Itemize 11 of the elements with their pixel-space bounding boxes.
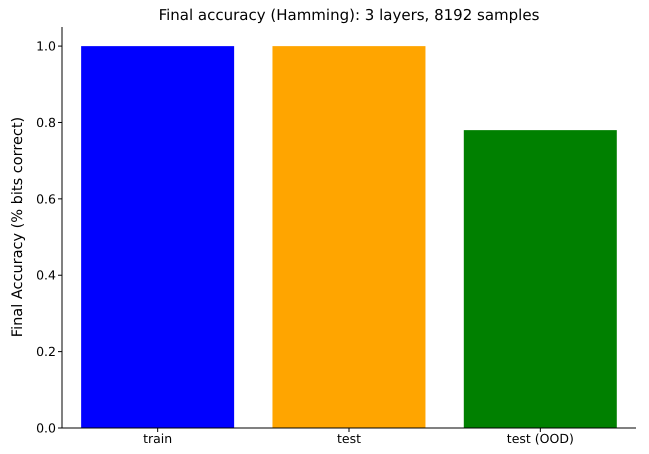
y-tick-label: 0.2	[36, 344, 56, 360]
x-tick-label: test	[336, 430, 362, 446]
y-tick-label: 0.8	[36, 114, 56, 130]
y-tick-label: 0.0	[36, 420, 56, 436]
y-tick-label: 0.6	[36, 191, 56, 206]
x-tick-label: train	[143, 430, 172, 446]
chart-title: Final accuracy (Hamming): 3 layers, 8192 samples	[158, 6, 540, 24]
y-tick-label: 1.0	[36, 38, 56, 54]
y-axis-title: Final Accuracy (% bits correct)	[10, 116, 26, 338]
x-tick-label: test (OOD)	[506, 430, 574, 446]
y-tick-label: 0.4	[36, 268, 56, 283]
